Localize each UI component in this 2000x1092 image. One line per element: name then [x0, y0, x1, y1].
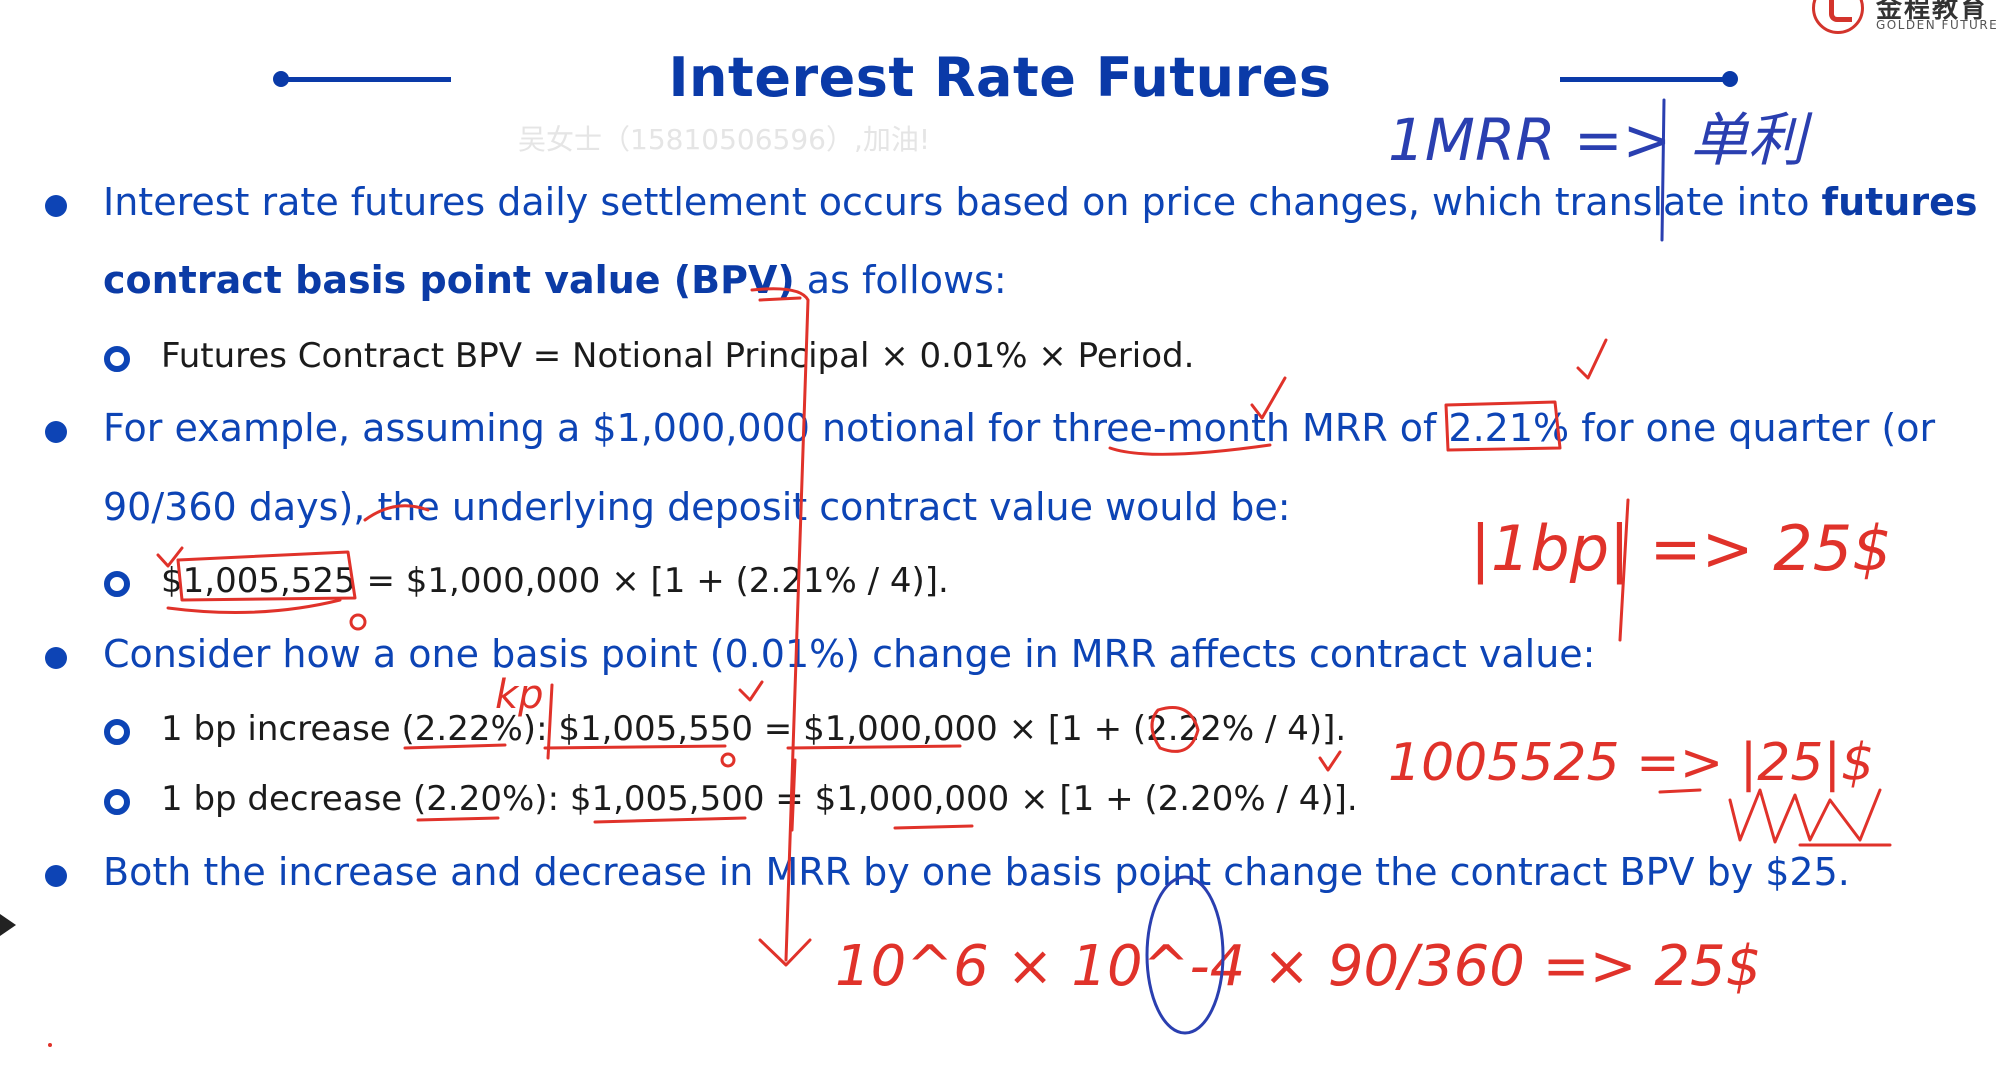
sub-bullet-ring-1 [104, 346, 130, 372]
mrr-note-text: 1MRR => 单利 [1388, 106, 1813, 174]
bullet-1-bold-a: futures [1821, 180, 1978, 224]
bullet-3-sub-2: 1 bp decrease (2.20%): $1,005,500 = $1,0… [161, 779, 1358, 819]
tiny-mark [48, 1043, 52, 1047]
bullet-4-line-1: Both the increase and decrease in MRR by… [103, 850, 1850, 894]
bp-note-stroke [1618, 498, 1630, 642]
bullet-1-sub-1: Futures Contract BPV = Notional Principa… [161, 336, 1195, 376]
bullet-1-bold-b: contract basis point value (BPV) [103, 258, 795, 302]
sub-bullet-ring-3 [104, 719, 130, 745]
scribble-notes [1728, 788, 1882, 844]
bullet-2-line-1: For example, assuming a $1,000,000 notio… [103, 406, 1936, 450]
bullet-dot-3 [45, 647, 67, 669]
check-mark-5 [738, 680, 764, 702]
play-arrow-icon[interactable] [0, 914, 16, 936]
bullet-dot-4 [45, 865, 67, 887]
logo-en-name: GOLDEN FUTURE [1876, 18, 1999, 32]
small-circle-1 [349, 613, 367, 631]
small-circle-2 [720, 752, 736, 768]
bullet-1-line-2: contract basis point value (BPV) as foll… [103, 258, 1007, 302]
bullet-1-tail: as follows: [794, 258, 1007, 302]
dash-minus [1658, 788, 1702, 794]
logo-icon [1812, 0, 1864, 34]
sub-bullet-ring-2 [104, 571, 130, 597]
check-mark-2 [1576, 338, 1608, 380]
underline-1005525 [166, 598, 342, 614]
bp-note-text: |1bp| => 25$ [1470, 512, 1892, 586]
page-title: Interest Rate Futures [668, 46, 1332, 109]
logo-cn-name: 金程教育 [1876, 0, 1989, 24]
title-left-line [281, 77, 451, 82]
sub-note-text: 1005525 => |25|$ [1388, 733, 1874, 793]
bullet-2-sub-1: $1,005,525 = $1,000,000 × [1 + (2.21% / … [161, 561, 949, 601]
underline-1000000-b [893, 824, 974, 830]
bullet-2-line-2: 90/360 days), the underlying deposit con… [103, 485, 1291, 529]
watermark: 吴女士（15810506596）,加油! [518, 123, 931, 156]
bullet-3-sub-1: 1 bp increase (2.22%): $1,005,550 = $1,0… [161, 709, 1347, 749]
bullet-1-text: Interest rate futures daily settlement o… [103, 180, 1822, 224]
formula-text: 10^6 × 10^-4 × 90/360 => 25$ [835, 934, 1761, 999]
check-mark-4 [1318, 750, 1342, 772]
blue-oval [1145, 875, 1225, 1035]
bullet-3-line-1: Consider how a one basis point (0.01%) c… [103, 632, 1596, 676]
blue-oval-group [1145, 875, 1225, 1035]
bullet-dot-2 [45, 421, 67, 443]
title-right-line [1560, 77, 1730, 82]
bullet-1-line-1: Interest rate futures daily settlement o… [103, 180, 1977, 224]
title-right-dot [1722, 71, 1738, 87]
sub-bullet-ring-4 [104, 789, 130, 815]
arrow-down-head [758, 938, 812, 967]
bullet-dot-1 [45, 195, 67, 217]
